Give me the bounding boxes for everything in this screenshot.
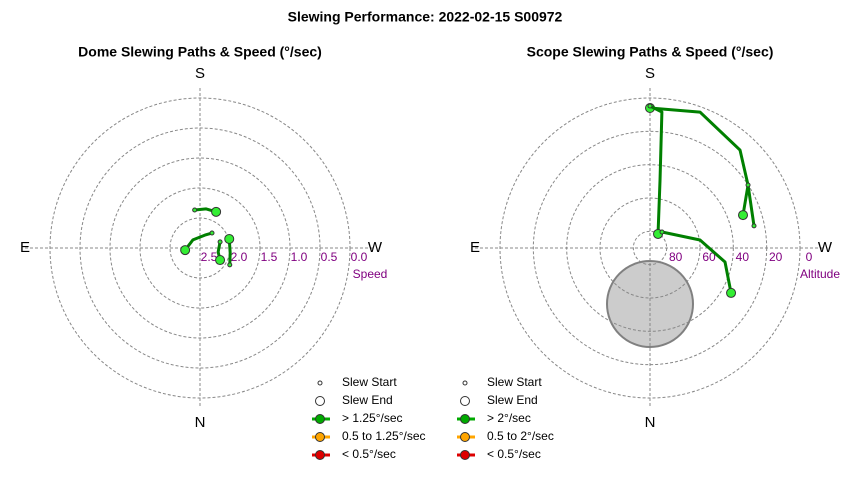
compass-label: S xyxy=(645,65,655,82)
grid-ring xyxy=(632,230,668,266)
r-tick-label: 0.0 xyxy=(351,250,368,264)
r-tick-label: 2.5 xyxy=(201,250,218,264)
r-tick-label: 60 xyxy=(702,250,716,264)
r-axis-label: Speed xyxy=(353,267,388,281)
legend-label: 0.5 to 2°/sec xyxy=(487,429,554,443)
slew-path xyxy=(741,184,750,216)
legend-marker xyxy=(315,396,325,406)
grid-ring xyxy=(532,130,768,366)
legend-label: > 2°/sec xyxy=(487,411,531,425)
legend-marker xyxy=(315,432,325,442)
grid-ring xyxy=(109,157,291,339)
slew-start xyxy=(217,239,223,245)
legend-label: > 1.25°/sec xyxy=(342,411,403,425)
slew-path xyxy=(649,106,756,227)
slew-end xyxy=(224,233,235,244)
grid-ring xyxy=(566,164,734,332)
r-tick-label: 2.0 xyxy=(231,250,248,264)
grid-ring xyxy=(599,197,701,299)
slew-start xyxy=(209,230,215,236)
slew-path xyxy=(649,104,664,235)
r-axis-label: Altitude xyxy=(800,267,840,281)
legend-label: Slew End xyxy=(342,393,393,407)
grid-ring xyxy=(79,127,321,369)
slew-end xyxy=(180,245,191,256)
grid-ring xyxy=(139,187,261,309)
compass-label: E xyxy=(470,239,480,256)
chart-subtitle: Dome Slewing Paths & Speed (°/sec) xyxy=(78,44,322,60)
legend-label: < 0.5°/sec xyxy=(342,447,396,461)
legend-marker xyxy=(315,450,325,460)
slew-start xyxy=(751,223,757,229)
slew-start xyxy=(745,182,751,188)
r-tick-label: 1.0 xyxy=(291,250,308,264)
legend-label: Slew End xyxy=(487,393,538,407)
legend-label: < 0.5°/sec xyxy=(487,447,541,461)
legend-label: Slew Start xyxy=(487,375,542,389)
compass-label: E xyxy=(20,239,30,256)
slew-end xyxy=(726,287,737,298)
slew-start xyxy=(227,262,233,268)
legend-marker xyxy=(460,414,470,424)
chart-subtitle: Scope Slewing Paths & Speed (°/sec) xyxy=(527,44,774,60)
grid-ring xyxy=(49,97,351,399)
slew-end xyxy=(738,210,749,221)
page-title: Slewing Performance: 2022-02-15 S00972 xyxy=(288,9,563,25)
grid-ring xyxy=(499,97,801,399)
legend-marker xyxy=(462,380,468,386)
slew-start xyxy=(192,207,198,213)
slew-path xyxy=(661,230,733,294)
compass-label: W xyxy=(368,239,383,256)
legend-marker xyxy=(460,450,470,460)
slew-end xyxy=(211,206,222,217)
slew-start xyxy=(659,229,665,235)
r-tick-label: 20 xyxy=(769,250,783,264)
r-tick-label: 0 xyxy=(806,250,813,264)
compass-label: S xyxy=(195,65,205,82)
r-tick-label: 0.5 xyxy=(321,250,338,264)
legend-label: Slew Start xyxy=(342,375,397,389)
legend-marker xyxy=(460,432,470,442)
slew-path xyxy=(183,231,213,251)
legend-label: 0.5 to 1.25°/sec xyxy=(342,429,426,443)
compass-label: N xyxy=(645,414,656,431)
compass-label: N xyxy=(195,414,206,431)
legend-marker xyxy=(460,396,470,406)
r-tick-label: 80 xyxy=(669,250,683,264)
legend-marker xyxy=(315,414,325,424)
compass-label: W xyxy=(818,239,833,256)
r-tick-label: 40 xyxy=(736,250,750,264)
slew-start xyxy=(647,103,653,109)
r-tick-label: 1.5 xyxy=(261,250,278,264)
legend-marker xyxy=(317,380,323,386)
slew-end xyxy=(215,255,226,266)
